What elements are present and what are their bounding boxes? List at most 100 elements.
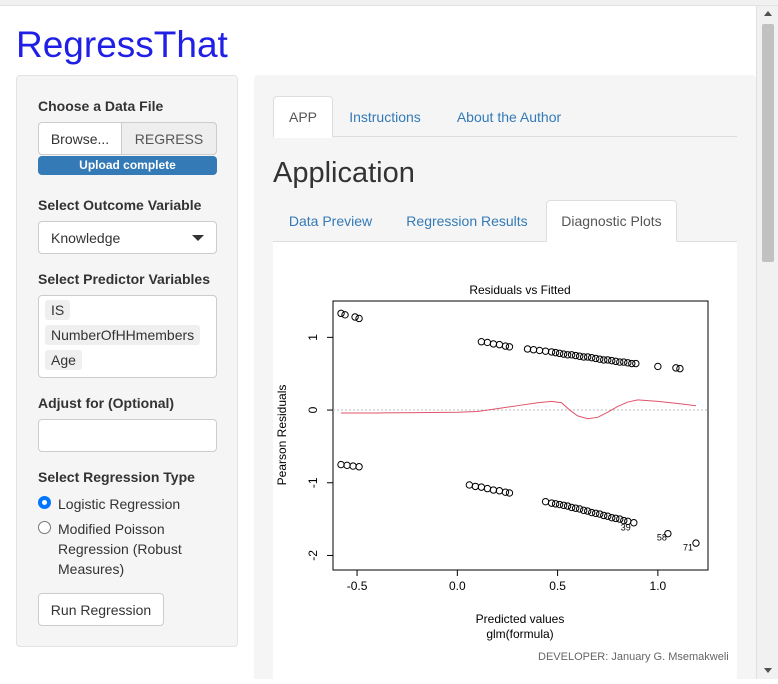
data-point [501,488,510,496]
data-point [337,460,345,469]
outcome-select[interactable]: Knowledge [38,221,217,254]
run-regression-button[interactable]: Run Regression [38,593,164,626]
residuals-vs-fitted-chart: Residuals vs Fitted -2 -1 0 1 -0.5 0.0 0.5 1.0… [275,283,709,641]
data-point [495,340,504,349]
data-point [341,311,349,319]
page-title: RegressThat [16,24,228,65]
tab-instructions[interactable]: Instructions [349,108,421,125]
data-point [579,353,588,361]
y-tick-label: -1 [306,477,320,488]
data-point [620,358,628,366]
data-point [343,461,351,470]
data-point [672,364,680,372]
tab-app[interactable]: APP [273,96,333,138]
data-point [604,512,612,520]
outcome-label: Select Outcome Variable [38,197,202,213]
data-point [477,338,486,346]
data-point [608,513,616,522]
sub-tabs: Data Preview Regression Results Diagnost… [273,200,737,242]
data-point [654,362,662,371]
data-point [555,500,564,509]
data-point [587,354,596,362]
smooth-curve [341,399,697,420]
main-tabs: APP Instructions About the Author [273,96,737,138]
scroll-up-arrow-icon[interactable] [764,11,772,16]
data-point [630,519,638,527]
tab-data-preview[interactable]: Data Preview [288,212,373,229]
data-point [676,364,684,373]
data-point [596,510,604,518]
vertical-scrollbar[interactable] [756,6,778,679]
data-point [567,503,576,512]
x-axis-label: Predicted values [476,612,565,626]
data-point [575,505,584,513]
data-point [579,506,588,515]
upload-progress-bar: Upload complete [38,156,217,175]
application-heading: Application [273,157,415,189]
data-point [489,340,498,348]
upload-progress-text: Upload complete [79,158,176,172]
y-tick-label: 1 [306,334,320,341]
scrollbar-thumb[interactable] [762,24,774,262]
data-point [555,349,564,358]
x-tick-label: 1.0 [650,579,667,593]
data-point [608,356,616,365]
data-point [477,483,486,491]
browse-button[interactable]: Browse... [38,122,122,155]
adjust-input[interactable] [38,419,217,452]
data-point [628,359,636,368]
predictor-chip[interactable]: IS [45,300,71,320]
data-point [596,355,604,363]
data-point [529,346,538,354]
data-point [351,313,359,321]
scroll-down-arrow-icon[interactable] [764,668,772,673]
data-point [355,463,363,471]
radio-logistic[interactable]: Logistic Regression [38,494,198,514]
chevron-down-icon [192,234,204,241]
data-point [337,309,345,318]
file-input-group: Browse... REGRESS [38,122,217,155]
tab-about-author[interactable]: About the Author [456,108,562,125]
x-tick-label: 0.5 [549,579,566,593]
data-point [465,481,474,489]
y-tick-label: -2 [306,550,320,561]
radio-logistic-label: Logistic Regression [58,496,181,512]
browser-top-strip [0,0,778,6]
data-point [592,509,600,517]
data-point [583,353,592,361]
tab-regression-results[interactable]: Regression Results [406,212,528,229]
data-point [600,511,608,520]
data-point [483,338,492,347]
tab-diagnostic-plots[interactable]: Diagnostic Plots [546,200,677,242]
data-point [547,499,556,507]
developer-credit: DEVELOPER: January G. Msemakweli [538,651,729,663]
regression-type-label: Select Regression Type [38,469,195,485]
plot-frame [332,300,709,571]
data-point [495,487,504,495]
radio-button-unchecked[interactable] [38,521,51,534]
radio-button-checked[interactable] [38,496,51,509]
chart-title: Residuals vs Fitted [469,283,570,297]
radio-modified-poisson[interactable]: Modified Poisson Regression (Robust Meas… [38,519,198,579]
data-point [612,514,620,523]
data-point [563,502,572,510]
data-point [505,489,514,497]
data-point [575,352,584,360]
predictors-multiselect[interactable]: IS NumberOfHHmembers Age [38,295,217,378]
predictor-chip[interactable]: Age [45,350,82,370]
x-tick-label: 0.0 [449,579,466,593]
predictor-chip[interactable]: NumberOfHHmembers [45,325,201,345]
data-point [551,348,560,357]
data-point [624,359,632,367]
upload-progress-fill [38,156,217,175]
data-point [592,354,600,363]
data-point [559,350,568,358]
file-name-field: REGRESS [122,122,217,155]
data-point [616,515,624,523]
data-point [559,501,568,509]
x-tick-label: -0.5 [347,579,368,593]
outcome-select-value: Knowledge [51,229,121,246]
data-point [583,507,592,515]
y-axis-label: Pearson Residuals [275,385,289,486]
data-point [567,351,576,359]
